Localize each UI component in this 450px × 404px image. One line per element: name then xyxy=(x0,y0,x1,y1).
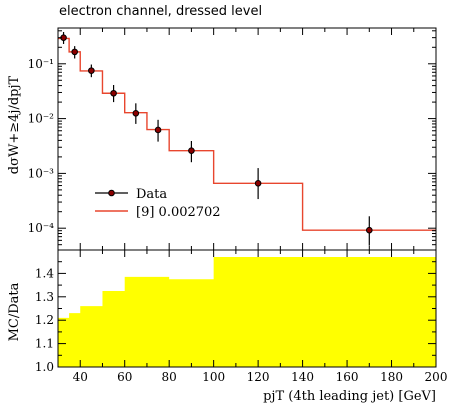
x-tick-label: 80 xyxy=(162,370,177,384)
ratio-y-axis-label: MC/Data xyxy=(7,282,22,341)
main-y-tick-label: 10⁻¹ xyxy=(28,57,54,71)
data-point xyxy=(254,179,262,187)
main-y-tick-label: 10⁻² xyxy=(28,112,55,126)
ratio-y-tick-label: 1.3 xyxy=(35,290,54,304)
x-tick-label: 60 xyxy=(117,370,132,384)
axis-labels: dσW+≥4j/dpjT MC/Data pjT (4th leading je… xyxy=(7,75,436,404)
data-point xyxy=(188,147,195,154)
legend-data-marker xyxy=(108,189,115,197)
main-plot-frame xyxy=(57,27,437,251)
ratio-band xyxy=(58,257,436,367)
main-y-tick-label: 10⁻³ xyxy=(28,166,55,180)
x-axis-label: pjT (4th leading jet) [GeV] xyxy=(263,389,436,404)
ratio-y-tick-label: 1.4 xyxy=(35,266,54,280)
x-tick-label: 200 xyxy=(425,370,448,384)
legend: Data [9] 0.002702 xyxy=(95,187,221,220)
x-tick-label: 160 xyxy=(336,370,359,384)
data-point xyxy=(154,126,162,134)
x-tick-label: 40 xyxy=(73,370,88,384)
main-y-axis-label: dσW+≥4j/dpjT xyxy=(7,75,22,174)
x-tick-label: 100 xyxy=(202,370,225,384)
x-tick-label: 180 xyxy=(380,370,403,384)
data-point xyxy=(110,89,117,97)
ratio-y-tick-label: 1.1 xyxy=(35,337,54,351)
x-tick-label: 140 xyxy=(291,370,314,384)
chart-title: electron channel, dressed level xyxy=(59,4,263,19)
legend-mc-label: [9] 0.002702 xyxy=(136,205,221,220)
main-plot-panel: 10⁻¹ 10⁻² 10⁻³ 10⁻⁴ xyxy=(28,27,437,251)
ratio-y-tick-label: 1.0 xyxy=(35,360,54,374)
data-point xyxy=(88,67,95,74)
legend-data-label: Data xyxy=(136,187,167,202)
mc-step-line xyxy=(58,37,436,231)
main-y-tick-label: 10⁻⁴ xyxy=(28,221,55,235)
data-point xyxy=(365,226,373,234)
data-point xyxy=(71,48,78,56)
ratio-y-tick-label: 1.2 xyxy=(35,313,54,327)
x-tick-label: 120 xyxy=(247,370,270,384)
ratio-plot-panel: 1.0 1.1 1.2 1.3 1.4 40 60 80 100 120 140 160 180 200 xyxy=(35,249,448,384)
data-point xyxy=(132,109,140,117)
